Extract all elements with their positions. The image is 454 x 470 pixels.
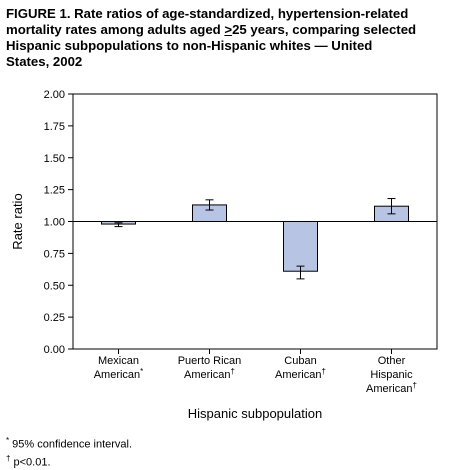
title-line-4: States, 2002: [6, 54, 83, 69]
x-category-label: Other: [378, 355, 406, 367]
y-tick-label: 1.00: [44, 217, 65, 229]
footnote-star-mark: *: [6, 436, 10, 445]
x-category-label: Puerto Rican: [178, 355, 242, 367]
footnote-dagger-text: p<0.01.: [10, 456, 51, 469]
title-line-3: Hispanic subpopulations to non-Hispanic …: [6, 38, 373, 53]
y-tick-label: 0.00: [44, 344, 65, 356]
significance-mark: *: [140, 367, 143, 376]
significance-mark: †: [413, 381, 417, 390]
footnote-dagger-mark: †: [6, 453, 11, 463]
x-category-label: Mexican: [98, 355, 139, 367]
x-axis-title: Hispanic subpopulation: [188, 406, 322, 421]
title-line-2: mortality rates among adults aged >25 ye…: [6, 22, 450, 38]
y-tick-label: 0.50: [44, 280, 65, 292]
title-line-2-b: 25 years, comparing selected: [232, 22, 417, 37]
footnote-ci: * 95% confidence interval.: [6, 434, 132, 452]
bar: [283, 221, 318, 272]
x-category-label: Cuban: [284, 355, 316, 367]
y-tick-label: 2.00: [44, 89, 65, 101]
significance-mark: †: [322, 367, 326, 376]
y-tick-label: 1.25: [44, 185, 65, 197]
x-category-label: Hispanic: [370, 369, 413, 381]
x-category-label: American†: [184, 367, 235, 381]
x-category-label: American*: [94, 367, 144, 381]
y-tick-label: 0.75: [44, 248, 65, 260]
chart-title: FIGURE 1. Rate ratios of age-standardize…: [6, 6, 450, 70]
y-axis-title: Rate ratio: [10, 193, 25, 249]
significance-mark: †: [231, 367, 235, 376]
y-tick-label: 1.50: [44, 153, 65, 165]
title-ge-symbol: >: [224, 22, 233, 37]
footnotes: * 95% confidence interval. † p<0.01.: [6, 434, 132, 469]
y-tick-label: 0.25: [44, 312, 65, 324]
title-line-2-a: mortality rates among adults aged: [6, 22, 225, 37]
y-tick-label: 1.75: [44, 121, 65, 133]
footnote-star-text: 95% confidence interval.: [9, 438, 133, 451]
title-line-1: FIGURE 1. Rate ratios of age-standardize…: [6, 6, 409, 21]
x-category-label: American†: [275, 367, 326, 381]
footnote-p: † p<0.01.: [6, 452, 132, 470]
x-category-label: American†: [366, 381, 417, 395]
